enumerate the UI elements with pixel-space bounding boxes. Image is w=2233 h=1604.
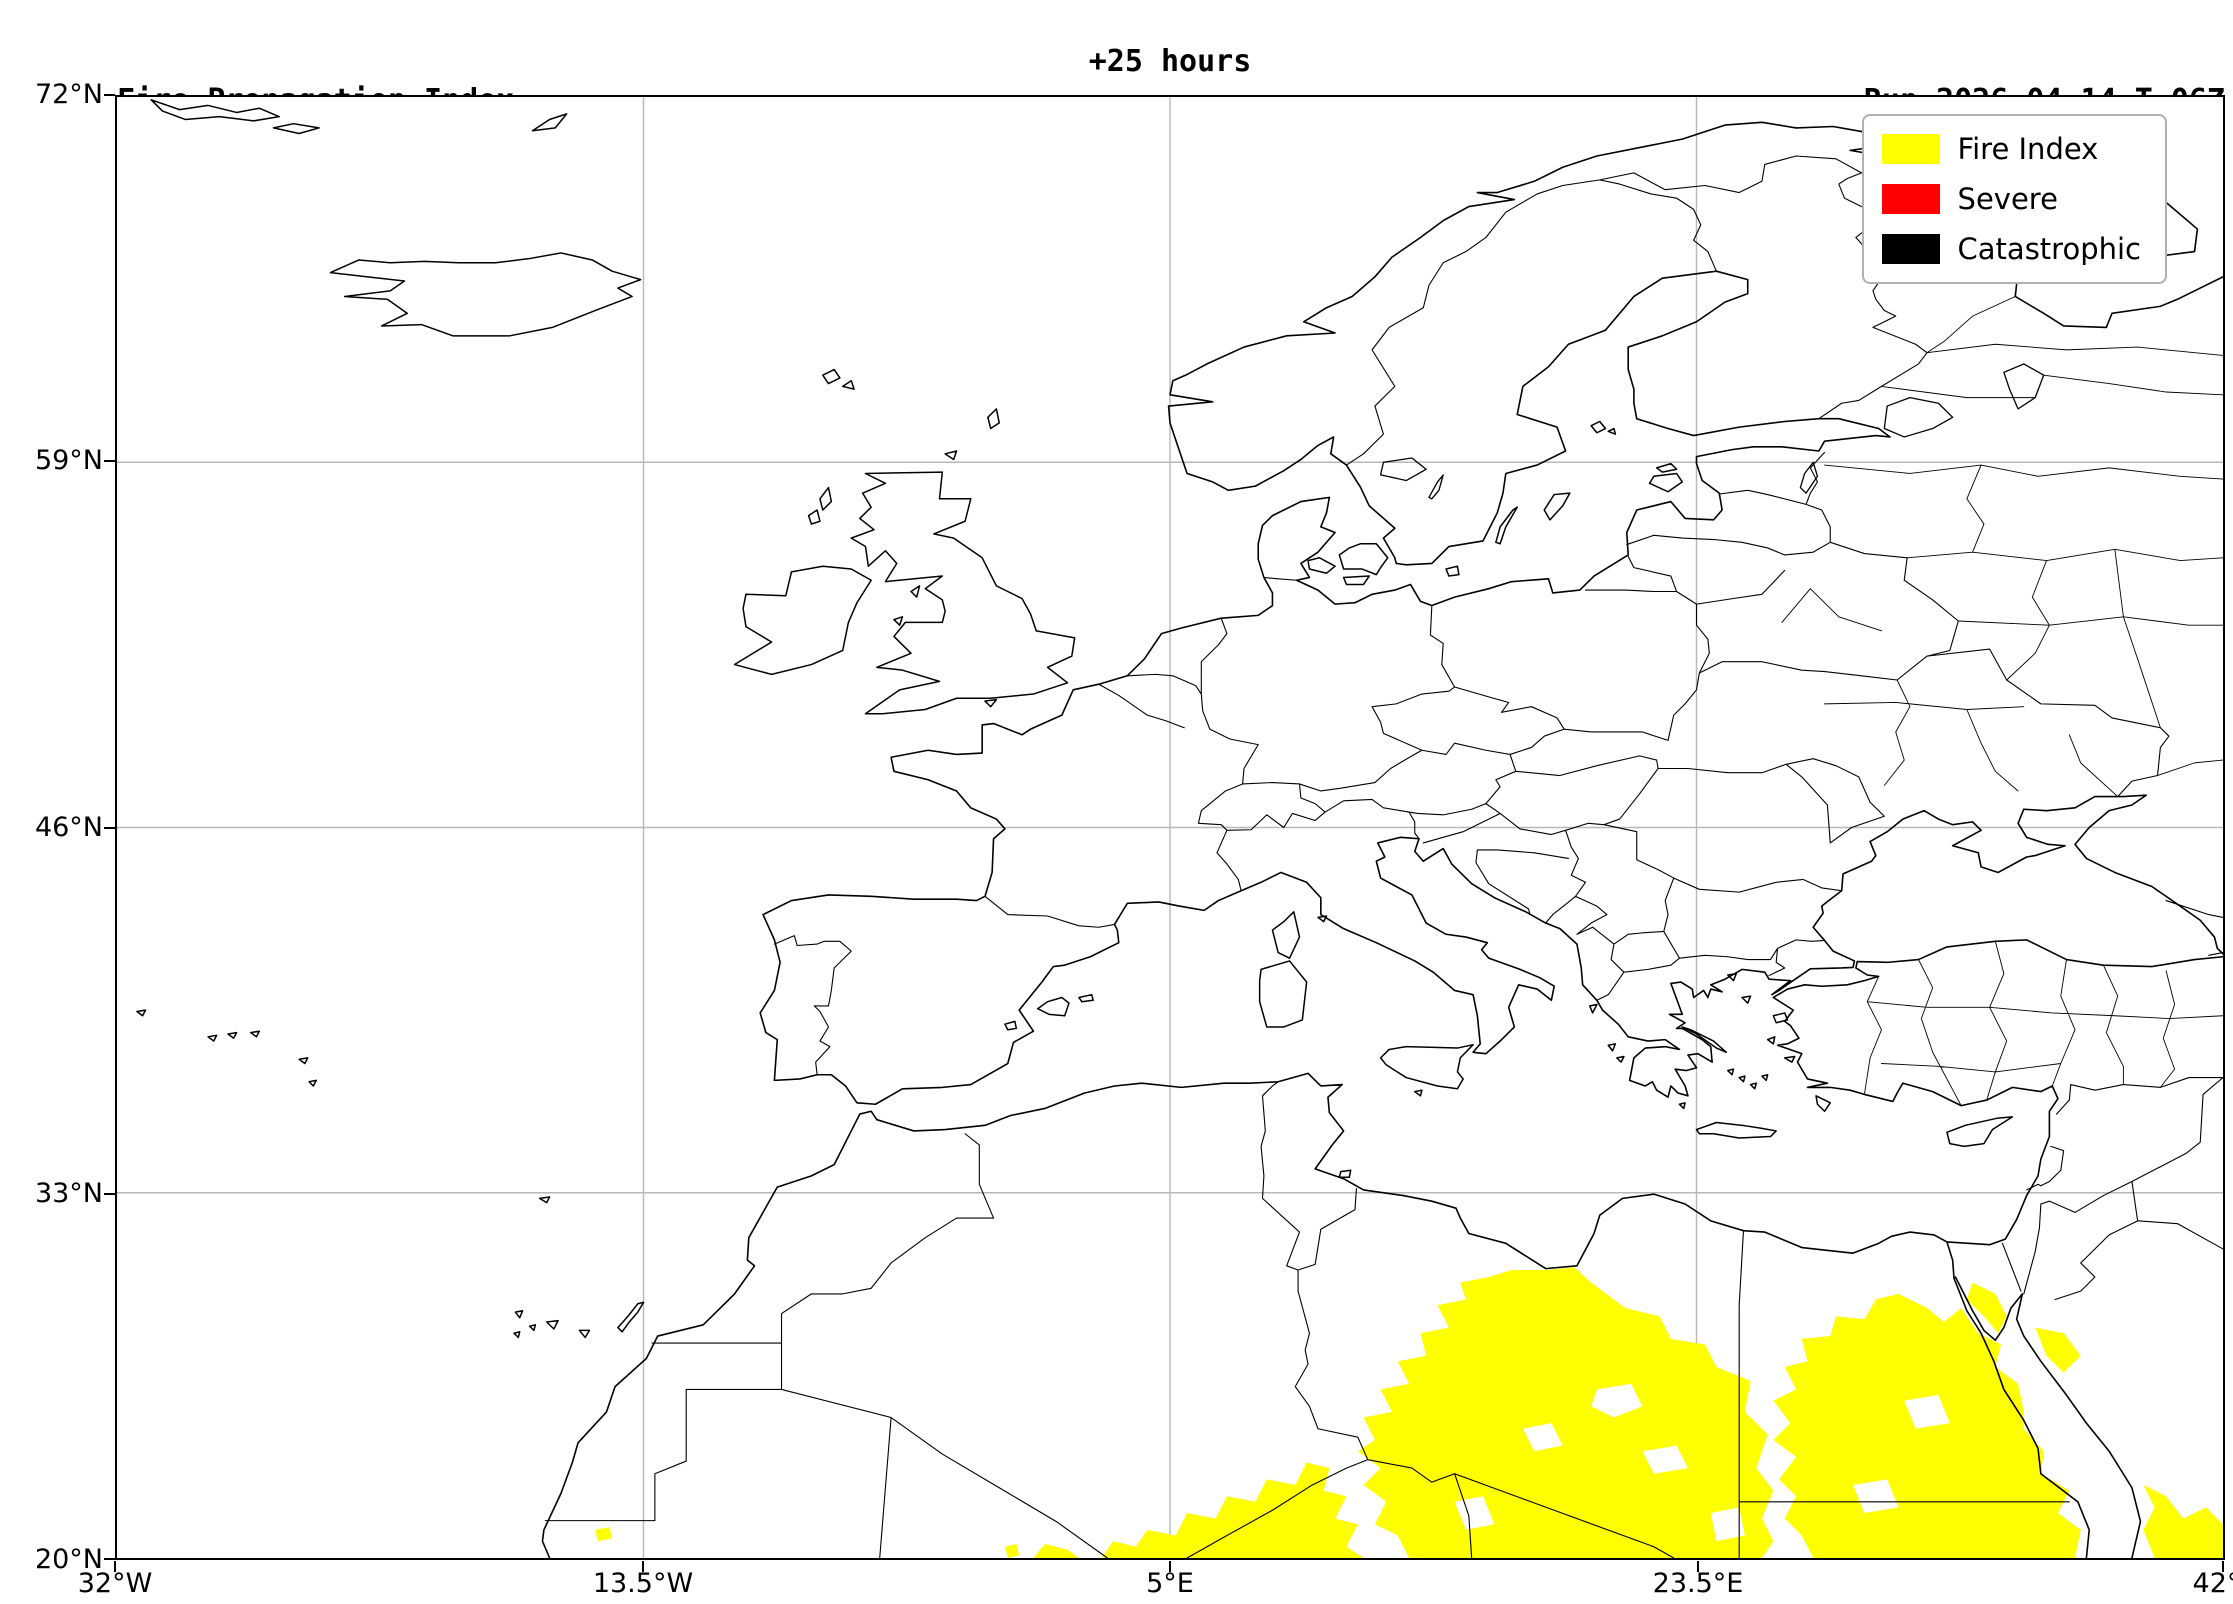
legend-label: Catastrophic [1957, 232, 2141, 266]
coastline-anatolia-africa [542, 940, 2223, 1558]
y-tickmark [104, 1558, 115, 1560]
xtick-label: 13.5°W [592, 1568, 694, 1599]
ytick-label: 46°N [34, 812, 103, 843]
ytick-label: 20°N [34, 1544, 103, 1575]
legend-label: Severe [1957, 182, 2058, 216]
xtick-label: 42°E [2192, 1568, 2233, 1599]
coastline-mediterranean-blacksea [875, 795, 2223, 1104]
fire-index-swatch [1881, 134, 1940, 164]
y-tickmark [104, 1193, 115, 1195]
xtick-label: 5°E [1146, 1568, 1194, 1599]
legend-item-catastrophic: Catastrophic [1881, 232, 2141, 266]
europe-map [117, 97, 2223, 1558]
x-tickmark [2222, 1561, 2224, 1572]
xtick-label: 32°W [77, 1568, 153, 1599]
y-tickmark [104, 460, 115, 462]
x-tickmark [1169, 1561, 1171, 1572]
x-tickmark [642, 1561, 644, 1572]
ytick-label: 72°N [34, 79, 103, 110]
coastline-atlantic-baltic [760, 122, 2223, 1104]
y-tickmark [104, 827, 115, 829]
country-borders-africa-mideast [545, 901, 2223, 1558]
country-borders-europe [774, 156, 2169, 1075]
legend: Fire Index Severe Catastrophic [1861, 114, 2167, 284]
x-tickmark [1697, 1561, 1699, 1572]
legend-label: Fire Index [1957, 132, 2099, 166]
ytick-label: 59°N [34, 445, 103, 476]
catastrophic-swatch [1881, 234, 1940, 264]
legend-item-fire-index: Fire Index [1881, 132, 2141, 166]
admin-region-borders [1782, 209, 2223, 1105]
coastline-redsea-suez [1947, 1242, 2141, 1558]
ytick-label: 33°N [34, 1178, 103, 1209]
legend-item-severe: Severe [1881, 182, 2141, 216]
severe-swatch [1881, 184, 1940, 214]
lead-time-label: +25 hours [1088, 44, 1252, 79]
x-tickmark [114, 1561, 116, 1572]
graticule-layer [117, 97, 2223, 1558]
islands-coastlines [137, 100, 2012, 1338]
fire-index-layer [595, 1267, 2223, 1558]
xtick-label: 23.5°E [1652, 1568, 1744, 1599]
y-tickmark [104, 94, 115, 96]
map-plot: Fire Index Severe Catastrophic [115, 95, 2225, 1560]
